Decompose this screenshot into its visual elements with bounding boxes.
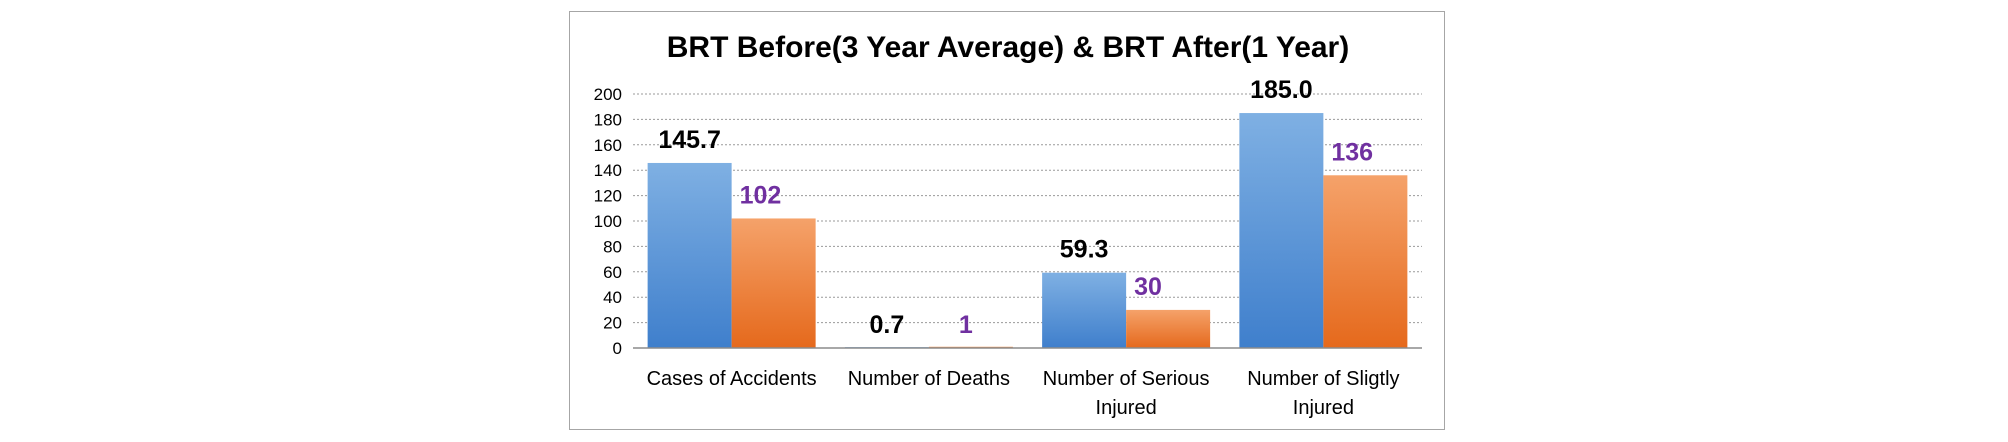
y-tick-label: 0 (613, 339, 622, 358)
y-tick-label: 60 (603, 263, 622, 282)
y-tick-label: 160 (594, 136, 622, 155)
y-tick-label: 40 (603, 288, 622, 307)
chart-title: BRT Before(3 Year Average) & BRT After(1… (667, 31, 1349, 64)
y-axis-ticks: 0 20 40 60 80 100 120 140 160 180 200 (594, 85, 622, 358)
bar-series-2 (1126, 309, 1211, 348)
bar-series-1 (1042, 272, 1127, 348)
chart-frame: BRT Before(3 Year Average) & BRT After(1… (569, 11, 1445, 430)
data-label-series-1: 59.3 (1060, 236, 1109, 264)
y-tick-label: 140 (594, 161, 622, 180)
data-label-series-1: 145.7 (658, 126, 721, 154)
data-label-series-2: 30 (1134, 273, 1162, 301)
data-labels: 145.7 102 0.7 1 59.3 30 185.0 136 (658, 76, 1373, 339)
x-tick-label: Injured (1293, 397, 1354, 419)
bars (647, 113, 1408, 349)
data-label-series-1: 185.0 (1250, 76, 1313, 104)
x-tick-label: Injured (1096, 397, 1157, 419)
bar-series-2 (731, 218, 816, 348)
y-tick-label: 200 (594, 85, 622, 104)
bar-series-1 (1239, 113, 1324, 348)
y-tick-label: 100 (594, 212, 622, 231)
bar-series-1 (647, 162, 732, 348)
bar-chart: BRT Before(3 Year Average) & BRT After(1… (594, 31, 1422, 419)
y-tick-label: 20 (603, 314, 622, 333)
y-tick-label: 80 (603, 237, 622, 256)
y-tick-label: 180 (594, 110, 622, 129)
data-label-series-2: 102 (740, 181, 782, 209)
data-label-series-1: 0.7 (869, 311, 904, 339)
y-tick-label: 120 (594, 187, 622, 206)
x-tick-label: Cases of Accidents (647, 368, 817, 390)
x-tick-label: Number of Deaths (848, 368, 1010, 390)
data-label-series-2: 1 (959, 311, 973, 339)
bar-series-2 (1323, 175, 1408, 348)
x-tick-label: Number of Serious (1043, 368, 1210, 390)
x-axis-ticks: Cases of Accidents Number of Deaths Number… (647, 368, 1400, 419)
data-label-series-2: 136 (1331, 138, 1373, 166)
x-tick-label: Number of Sligtly (1247, 368, 1399, 390)
